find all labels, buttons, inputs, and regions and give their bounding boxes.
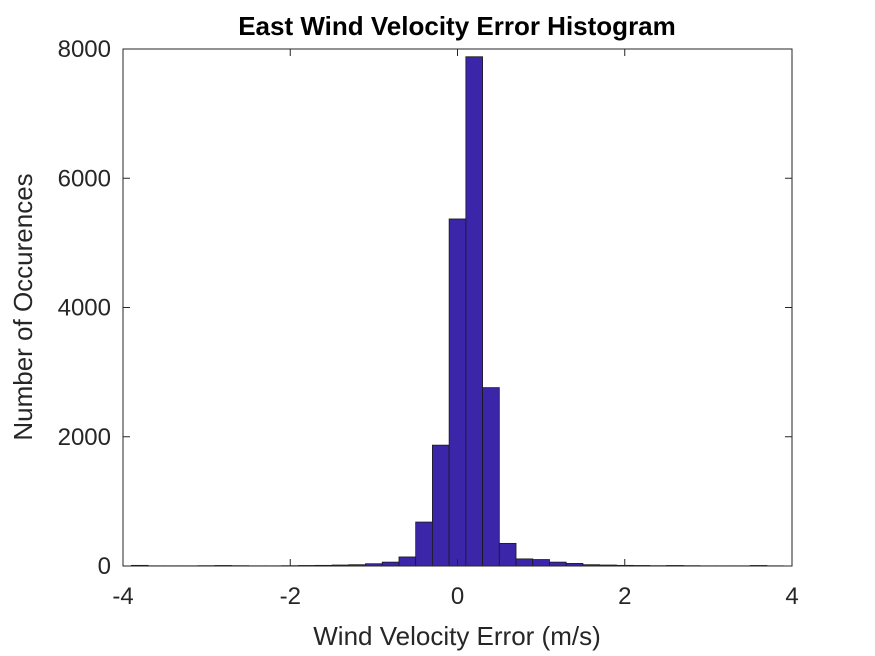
chart-title: East Wind Velocity Error Histogram <box>238 11 676 41</box>
x-tick-label: 4 <box>785 583 798 610</box>
histogram-bar <box>515 558 534 567</box>
y-tick-label: 0 <box>98 553 111 580</box>
histogram-bar <box>398 556 417 567</box>
y-tick-label: 8000 <box>58 36 111 63</box>
y-axis-label: Number of Occurences <box>8 173 38 440</box>
x-tick-label: -2 <box>280 583 301 610</box>
x-axis-label: Wind Velocity Error (m/s) <box>313 621 601 651</box>
x-tick-label: 0 <box>451 583 464 610</box>
histogram-bar <box>465 56 483 567</box>
histogram-bar <box>448 218 467 567</box>
x-tick-label: -4 <box>112 583 133 610</box>
x-tick-label: 2 <box>618 583 631 610</box>
histogram-bar <box>381 561 400 567</box>
axis-ticks <box>122 48 793 567</box>
histogram-bar <box>549 561 567 567</box>
y-tick-label: 2000 <box>58 424 111 451</box>
histogram-bar <box>498 542 517 567</box>
y-tick-label: 6000 <box>58 165 111 192</box>
y-tick-label: 4000 <box>58 295 111 322</box>
histogram-bar <box>532 559 550 567</box>
histogram-bar <box>432 444 450 567</box>
histogram-bar <box>415 521 433 567</box>
histogram-bar <box>482 387 500 567</box>
tick-labels: -4 -2 0 2 4 0 2000 4000 6000 8000 <box>58 36 799 610</box>
